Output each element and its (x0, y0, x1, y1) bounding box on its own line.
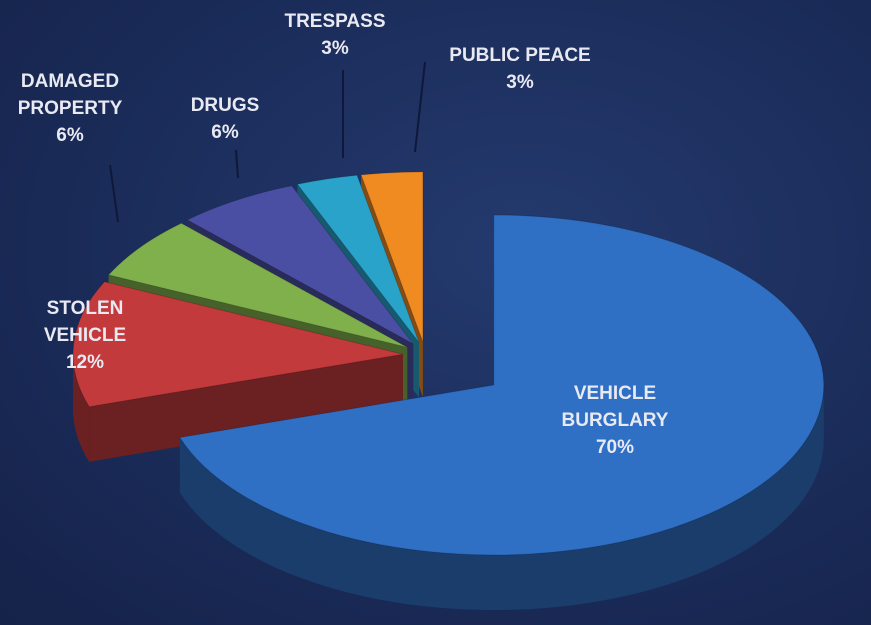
slice-top (360, 171, 424, 343)
slices (72, 171, 825, 611)
slice-label: TRESPASS 3% (280, 8, 390, 62)
value-label: 6% (56, 125, 84, 146)
slice-top (186, 185, 414, 345)
leader-line (235, 149, 239, 179)
slice-label: STOLEN VEHICLE 12% (30, 295, 140, 376)
category-label: TRESPASS (284, 11, 386, 32)
value-label: 3% (506, 72, 534, 93)
slice-wall (179, 385, 824, 611)
value-label: 3% (321, 38, 349, 59)
leader-line (414, 61, 426, 153)
slice-top (296, 174, 420, 343)
slice-wall (73, 354, 90, 462)
slice-top (179, 214, 825, 556)
value-label: 12% (65, 352, 105, 373)
slice (72, 281, 404, 462)
slice-label: VEHICLE BURGLARY 70% (540, 380, 690, 461)
slice-top (72, 281, 404, 408)
value-label: 6% (211, 122, 239, 143)
slice-label: DRUGS 6% (180, 92, 270, 146)
slice (179, 214, 825, 611)
category-label: DAMAGED PROPERTY (17, 71, 123, 119)
leader-line (109, 164, 119, 223)
category-label: PUBLIC PEACE (449, 45, 591, 66)
leader-lines (109, 61, 426, 223)
slice-top (107, 222, 408, 348)
slice-label: PUBLIC PEACE 3% (420, 42, 620, 96)
slice-label: DAMAGED PROPERTY 6% (0, 68, 140, 149)
value-label: 70% (595, 437, 635, 458)
category-label: VEHICLE BURGLARY (561, 383, 669, 431)
category-label: STOLEN VEHICLE (43, 298, 127, 346)
category-label: DRUGS (190, 95, 260, 116)
